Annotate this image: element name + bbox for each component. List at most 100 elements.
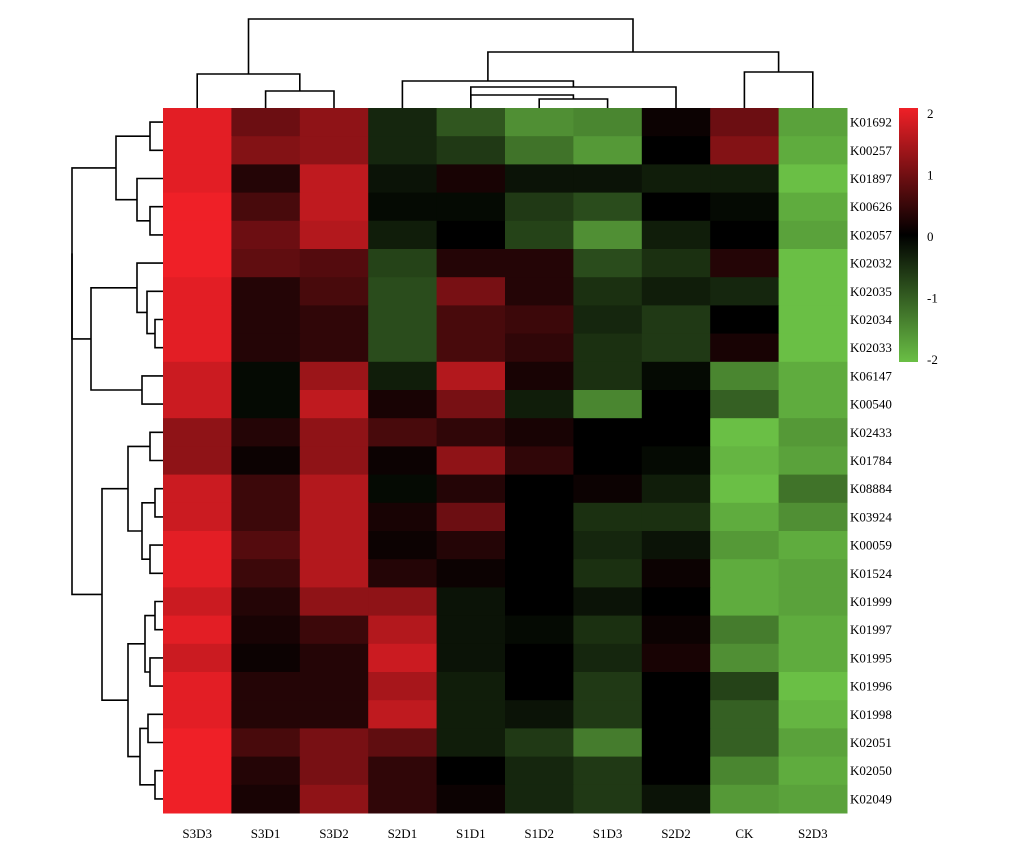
- heatmap-cell: [163, 390, 232, 419]
- heatmap-cell: [641, 784, 711, 814]
- heatmap-cell: [505, 220, 574, 250]
- column-labels: S3D3 S3D1 S3D2 S2D1 S1D1 S1D2 S1D3 S2D2 CK S2D3: [182, 826, 827, 841]
- heatmap-cell: [710, 784, 780, 814]
- row-label: K01995: [850, 650, 892, 665]
- heatmap-cell: [368, 220, 438, 250]
- column-label: S1D1: [456, 826, 486, 841]
- heatmap-cell: [641, 446, 711, 476]
- heatmap-cell: [505, 108, 574, 137]
- heatmap-cell: [778, 784, 848, 814]
- heatmap-cell: [573, 446, 643, 476]
- heatmap-cell: [505, 164, 574, 194]
- heatmap-cell: [710, 390, 780, 419]
- row-label: K00540: [850, 397, 892, 412]
- heatmap-cell: [778, 615, 848, 645]
- heatmap-cell: [505, 756, 574, 786]
- row-dendrogram-link: [154, 487, 163, 518]
- heatmap-cell: [299, 643, 369, 673]
- heatmap-cell: [231, 728, 301, 758]
- heatmap-cell: [505, 136, 574, 165]
- heatmap-cell: [573, 249, 643, 278]
- heatmap-cell: [163, 108, 232, 137]
- heatmap-cell: [436, 615, 506, 645]
- heatmap-cell: [436, 728, 506, 758]
- heatmap-cell: [436, 361, 506, 391]
- row-label: K00257: [850, 143, 892, 158]
- heatmap-cell: [299, 502, 369, 532]
- legend-tick-label: 0: [927, 229, 934, 244]
- heatmap-cell: [299, 361, 369, 391]
- heatmap-cell: [163, 333, 232, 363]
- heatmap-cell: [778, 474, 848, 504]
- heatmap-cell: [641, 361, 711, 391]
- heatmap-cell: [163, 756, 232, 786]
- row-dendrogram-link: [71, 253, 102, 596]
- heatmap-cell: [710, 700, 780, 729]
- legend-tick-label: -1: [927, 291, 938, 306]
- heatmap-cell: [368, 277, 438, 306]
- heatmap-cell: [641, 615, 711, 645]
- heatmap-cell: [231, 390, 301, 419]
- heatmap-cell: [505, 333, 574, 363]
- heatmap-cell: [641, 418, 711, 447]
- heatmap-cell: [573, 390, 643, 419]
- row-dendrogram-link: [154, 600, 163, 631]
- heatmap-cell: [573, 784, 643, 814]
- row-label: K00626: [850, 199, 892, 214]
- heatmap-cell: [436, 784, 506, 814]
- heatmap-cell: [641, 164, 711, 194]
- heatmap-cell: [778, 700, 848, 729]
- heatmap-cell: [368, 108, 438, 137]
- heatmap-cell: [299, 390, 369, 419]
- heatmap-cell: [641, 390, 711, 419]
- heatmap-cell: [231, 587, 301, 617]
- heatmap-cell: [641, 728, 711, 758]
- heatmap-cell: [778, 728, 848, 758]
- heatmap-cell: [505, 446, 574, 476]
- heatmap-cell: [231, 700, 301, 729]
- row-label: K02035: [850, 284, 892, 299]
- heatmap-cell: [778, 220, 848, 250]
- column-label: S3D3: [182, 826, 212, 841]
- heatmap-cell: [778, 390, 848, 419]
- row-label: K01998: [850, 707, 892, 722]
- heatmap-cell: [710, 728, 780, 758]
- heatmap-cell: [641, 192, 711, 222]
- heatmap-cell: [231, 305, 301, 335]
- heatmap-cell: [436, 502, 506, 532]
- heatmap-cell: [778, 418, 848, 447]
- heatmap-cell: [505, 390, 574, 419]
- heatmap-cell: [368, 672, 438, 701]
- heatmap-cell: [710, 249, 780, 278]
- heatmap-cell: [778, 587, 848, 617]
- heatmap-cell: [641, 220, 711, 250]
- heatmap-cell: [641, 531, 711, 560]
- row-dendrogram-link: [115, 135, 150, 201]
- row-label: K03924: [850, 509, 892, 524]
- heatmap-cell: [163, 164, 232, 194]
- row-dendrogram-link: [136, 262, 163, 314]
- color-legend: 2 1 0 -1 -2: [899, 106, 938, 367]
- heatmap-cell: [163, 728, 232, 758]
- row-dendrogram-link: [141, 502, 155, 560]
- column-label: S1D3: [593, 826, 623, 841]
- heatmap-cell: [299, 333, 369, 363]
- heatmap-cell: [163, 672, 232, 701]
- heatmap-cell: [710, 474, 780, 504]
- heatmap-cell: [573, 108, 643, 137]
- column-label: S1D2: [524, 826, 554, 841]
- heatmap-cell: [231, 531, 301, 560]
- row-dendrogram: [71, 121, 163, 800]
- heatmap-cell: [436, 249, 506, 278]
- heatmap-cell: [710, 220, 780, 250]
- heatmap-cell: [368, 728, 438, 758]
- heatmap-cell: [778, 333, 848, 363]
- heatmap-cell: [573, 531, 643, 560]
- heatmap-cell: [368, 446, 438, 476]
- heatmap-cell: [299, 474, 369, 504]
- heatmap-cell: [641, 756, 711, 786]
- heatmap-cell: [163, 474, 232, 504]
- row-label: K02050: [850, 763, 892, 778]
- heatmap-cell: [163, 361, 232, 391]
